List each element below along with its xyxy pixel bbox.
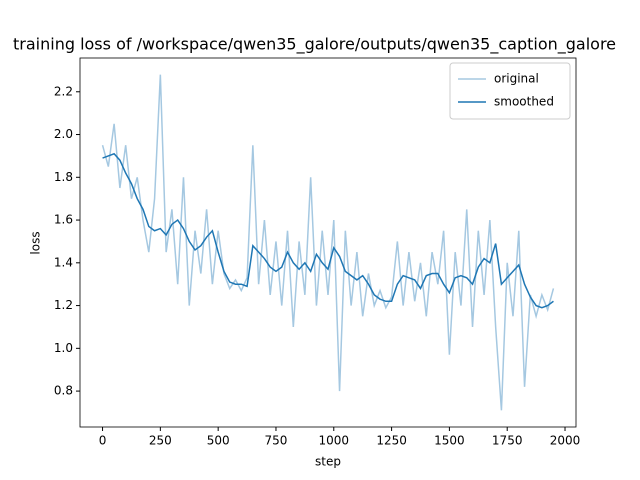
plot-frame xyxy=(79,57,577,428)
line-smoothed xyxy=(102,152,554,309)
y-tick-label: 1.2 xyxy=(54,298,73,312)
y-tick-label: 1.4 xyxy=(54,255,73,269)
x-tick-label: 250 xyxy=(149,434,172,448)
y-tick-label: 2.0 xyxy=(54,127,73,141)
y-tick-label: 0.8 xyxy=(54,384,73,398)
x-tick-label: 1000 xyxy=(319,434,350,448)
x-tick-label: 1500 xyxy=(434,434,465,448)
y-tick-label: 2.2 xyxy=(54,84,73,98)
legend-box xyxy=(449,62,571,120)
x-tick-label: 0 xyxy=(99,434,107,448)
y-tick-label: 1.0 xyxy=(54,341,73,355)
line-original xyxy=(101,74,555,411)
y-axis-label: loss xyxy=(29,231,43,254)
legend-label: original xyxy=(494,72,539,86)
legend-label: smoothed xyxy=(494,95,554,109)
x-axis-label: step xyxy=(315,455,341,469)
chart-title: training loss of /workspace/qwen35_galor… xyxy=(13,35,616,55)
x-tick-label: 1750 xyxy=(492,434,523,448)
x-tick-label: 500 xyxy=(207,434,230,448)
y-tick-label: 1.6 xyxy=(54,213,73,227)
x-tick-label: 2000 xyxy=(550,434,581,448)
x-tick-label: 1250 xyxy=(376,434,407,448)
y-tick-label: 1.8 xyxy=(54,170,73,184)
x-tick-label: 750 xyxy=(265,434,288,448)
